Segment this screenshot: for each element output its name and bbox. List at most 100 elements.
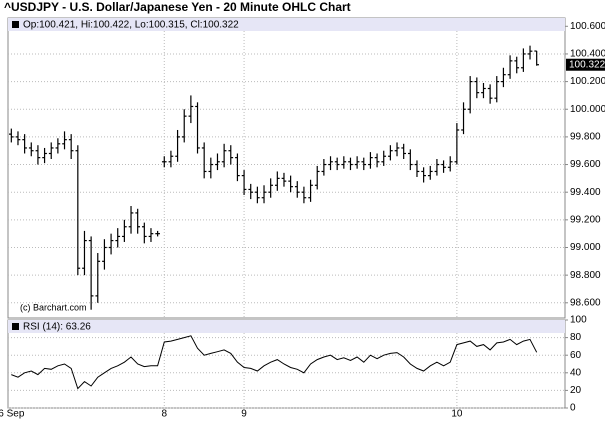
ohlc-bar — [441, 160, 446, 173]
ohlc-bar — [294, 181, 300, 198]
ohlc-bar — [168, 150, 174, 168]
ohlc-bar — [414, 160, 420, 177]
legend-icon — [12, 323, 19, 330]
last-price-box — [566, 58, 605, 71]
ohlc-bar — [228, 145, 234, 165]
ohlc-bar — [274, 171, 280, 191]
ohlc-bar — [354, 156, 360, 169]
ohlc-bar — [201, 142, 207, 179]
y-tick-label: 98.800 — [570, 270, 601, 281]
y-tick-label: 99.400 — [570, 187, 601, 198]
y-tick-label: 99.600 — [570, 159, 601, 170]
ohlc-bar — [527, 45, 533, 60]
ohlc-bar — [461, 102, 466, 135]
ohlc-bar — [42, 147, 47, 164]
ohlc-bar — [102, 239, 107, 270]
watermark: (c) Barchart.com — [20, 302, 87, 312]
ohlc-bar — [507, 55, 513, 79]
ohlc-bar — [281, 172, 287, 187]
x-tick-label: 6 Sep — [0, 409, 25, 420]
ohlc-bar — [374, 153, 380, 168]
ohlc-bar — [95, 253, 101, 303]
y-tick-label: 60 — [570, 350, 582, 361]
ohlc-bar — [248, 183, 254, 200]
ohlc-bar — [261, 185, 267, 204]
ohlc-bar — [155, 230, 160, 237]
ohlc-bar — [514, 56, 520, 74]
ohlc-bar — [447, 156, 453, 172]
y-tick-label: 98.600 — [570, 297, 601, 308]
ohlc-bar — [161, 156, 167, 168]
ohlc-bar — [521, 48, 526, 72]
ohlc-bar — [388, 145, 393, 161]
ohlc-bar — [341, 156, 347, 169]
ohlc-bar — [62, 131, 67, 150]
rsi-panel — [7, 319, 566, 409]
x-tick-label: 10 — [451, 409, 463, 420]
ohlc-bar — [15, 131, 21, 146]
ohlc-bar — [88, 236, 94, 310]
y-tick-label: 100.000 — [570, 104, 605, 115]
ohlc-bar — [255, 186, 260, 204]
ohlc-bar — [48, 142, 54, 160]
y-tick-label: 100 — [570, 315, 587, 326]
y-tick-label: 99.200 — [570, 214, 601, 225]
ohlc-bar — [501, 67, 506, 88]
ohlc-bar — [381, 150, 387, 166]
chart-title: ^USDJPY - U.S. Dollar/Japanese Yen - 20 … — [4, 0, 351, 14]
ohlc-bar — [348, 157, 353, 171]
ohlc-bar — [8, 128, 14, 143]
ohlc-bar — [434, 159, 440, 176]
ohlc-bar — [481, 82, 486, 99]
ohlc-bar — [195, 102, 200, 154]
rsi-line — [11, 335, 538, 390]
ohlc-bar — [82, 230, 87, 276]
ohlc-bar — [328, 156, 333, 171]
ohlc-bar — [28, 142, 34, 157]
ohlc-bar — [221, 143, 227, 168]
x-tick-label: 9 — [241, 409, 247, 420]
ohlc-bar — [334, 157, 340, 171]
y-tick-label: 100.200 — [570, 76, 605, 87]
y-tick-label: 99.000 — [570, 242, 601, 253]
ohlc-bar — [268, 178, 274, 198]
ohlc-bar — [68, 134, 74, 160]
y-tick-label: 80 — [570, 332, 582, 343]
legend-text: Op:100.421, Hi:100.422, Lo:100.315, Cl:1… — [23, 20, 239, 31]
ohlc-bar — [368, 152, 373, 169]
ohlc-bar — [288, 175, 293, 193]
y-tick-label: 20 — [570, 385, 582, 396]
ohlc-bar — [188, 95, 194, 124]
ohlc-bar — [394, 142, 400, 157]
last-price-label: 100.322 — [569, 59, 605, 70]
ohlc-bar — [361, 157, 367, 171]
ohlc-bar — [215, 153, 220, 171]
legend-band — [8, 320, 565, 333]
ohlc-bar — [55, 138, 61, 154]
y-tick-label: 100.600 — [570, 21, 605, 32]
ohlc-bar — [401, 143, 407, 160]
ohlc-bar — [141, 222, 147, 244]
ohlc-bar — [321, 159, 327, 176]
ohlc-bar — [128, 206, 134, 234]
x-tick-label: 8 — [161, 409, 167, 420]
ohlc-bar — [314, 165, 320, 190]
ohlc-bar — [487, 84, 493, 104]
ohlc-bar — [474, 77, 480, 99]
ohlc-bar — [208, 157, 214, 179]
ohlc-bar — [35, 145, 41, 165]
ohlc-bar — [22, 134, 27, 154]
y-tick-label: 99.800 — [570, 132, 601, 143]
ohlc-bar — [175, 129, 180, 162]
ohlc-bar — [108, 233, 114, 255]
ohlc-bar — [115, 228, 121, 248]
ohlc-bar — [241, 170, 247, 195]
ohlc-bar — [467, 76, 473, 114]
legend-band — [8, 18, 565, 31]
ohlc-bar — [181, 109, 187, 143]
ohlc-bar — [427, 165, 433, 180]
ohlc-bar — [235, 153, 240, 182]
ohlc-bar — [301, 186, 307, 204]
